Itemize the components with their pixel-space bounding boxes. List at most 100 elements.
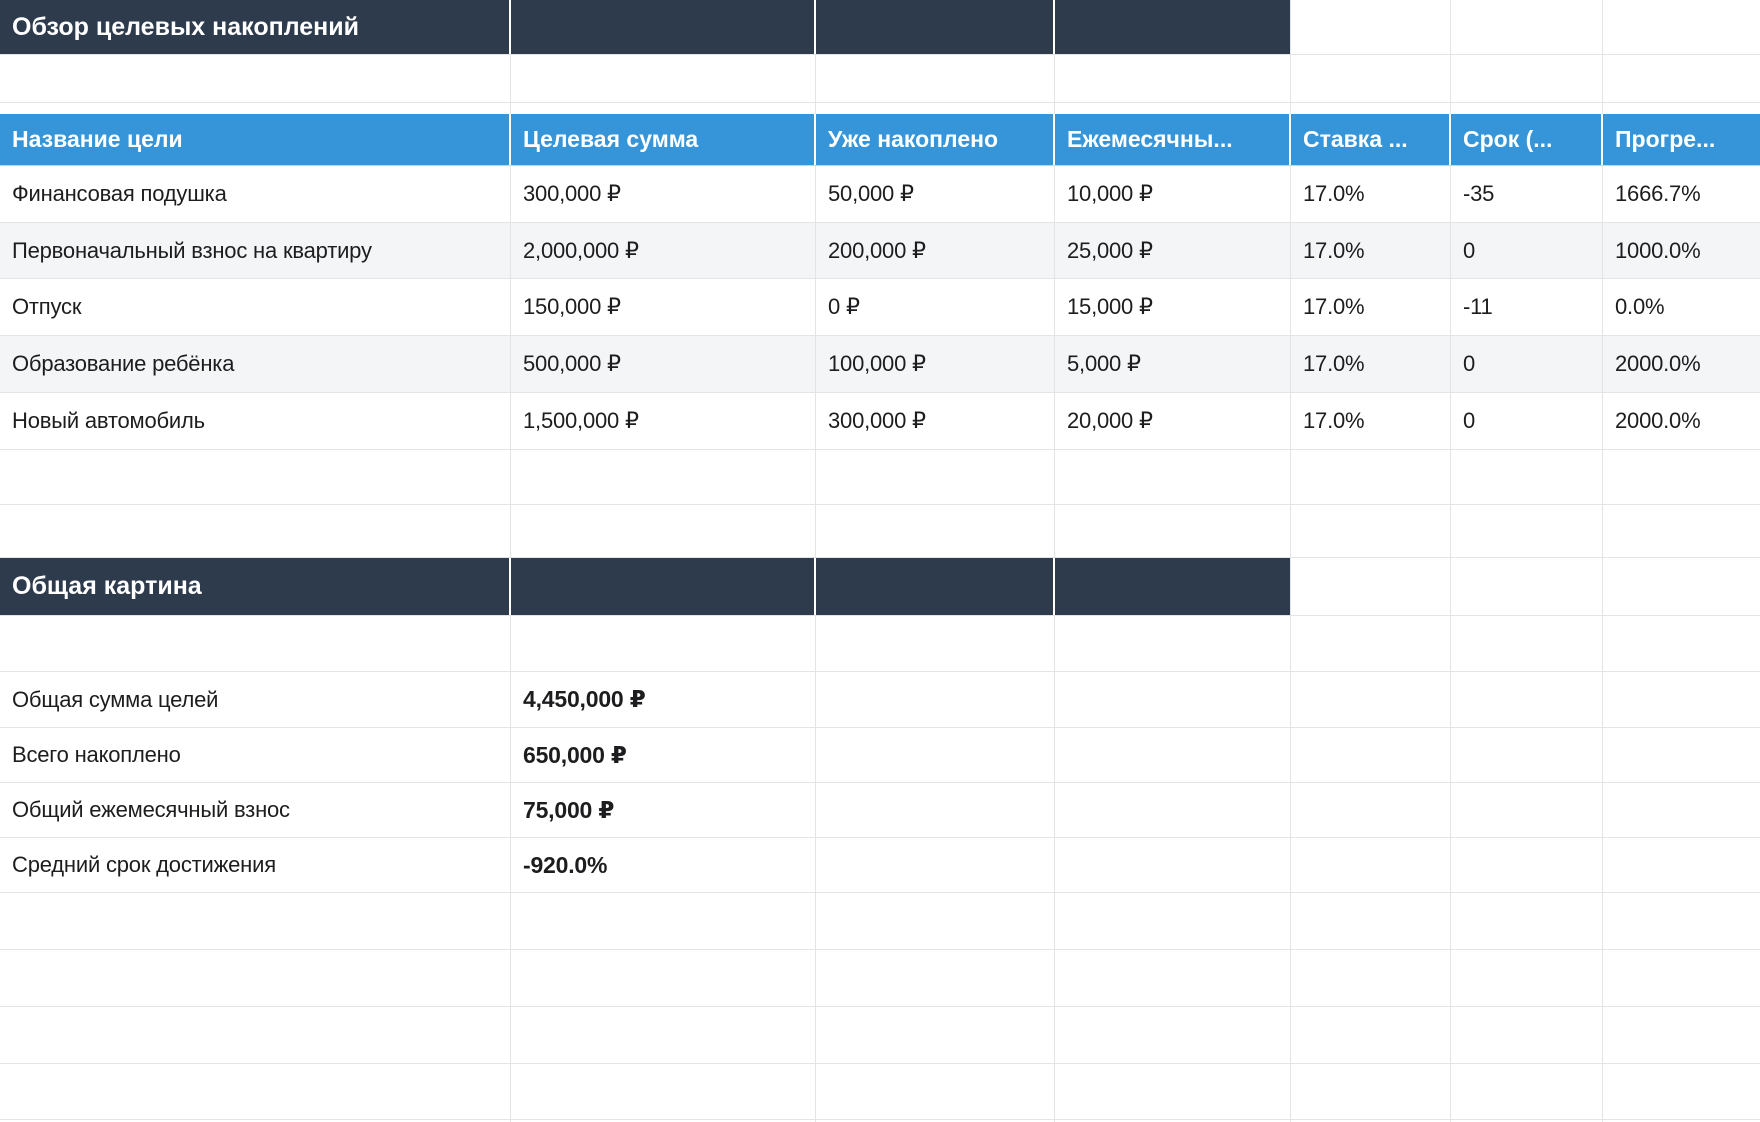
empty-cell[interactable]: [0, 893, 511, 949]
header-target-amount[interactable]: Целевая сумма: [511, 114, 816, 165]
empty-cell[interactable]: [1055, 1007, 1291, 1063]
empty-cell[interactable]: [0, 55, 511, 102]
empty-cell[interactable]: [1451, 783, 1603, 837]
term-cell[interactable]: -35: [1451, 166, 1603, 222]
saved-amount-cell[interactable]: 200,000 ₽: [816, 223, 1055, 278]
empty-cell[interactable]: [1451, 0, 1603, 54]
empty-cell[interactable]: [1291, 450, 1451, 504]
empty-cell[interactable]: [1451, 558, 1603, 615]
empty-cell[interactable]: [511, 450, 816, 504]
monthly-contribution-cell[interactable]: 15,000 ₽: [1055, 279, 1291, 335]
progress-cell[interactable]: 0.0%: [1615, 294, 1665, 319]
empty-cell[interactable]: [1603, 0, 1760, 54]
empty-cell[interactable]: [1291, 893, 1451, 949]
empty-cell[interactable]: [1603, 950, 1760, 1006]
empty-cell[interactable]: [1603, 893, 1760, 949]
empty-cell[interactable]: [816, 450, 1055, 504]
empty-cell[interactable]: [511, 893, 816, 949]
rate-cell[interactable]: 17.0%: [1291, 223, 1451, 278]
empty-cell[interactable]: [511, 55, 816, 102]
empty-cell[interactable]: [1055, 1064, 1291, 1119]
empty-cell[interactable]: [0, 1064, 511, 1119]
empty-cell[interactable]: [1603, 616, 1760, 671]
empty-cell[interactable]: [1451, 672, 1603, 727]
empty-cell[interactable]: [816, 728, 1055, 782]
empty-cell[interactable]: [1451, 616, 1603, 671]
rate-cell[interactable]: 17.0%: [1291, 336, 1451, 392]
empty-cell[interactable]: [816, 893, 1055, 949]
summary-value-total-monthly[interactable]: 75,000 ₽: [511, 783, 816, 837]
progress-cell[interactable]: 2000.0%: [1615, 408, 1701, 433]
term-cell[interactable]: -11: [1451, 279, 1603, 335]
section-title-big-picture[interactable]: Общая картина: [0, 558, 511, 615]
empty-cell[interactable]: [511, 616, 816, 671]
empty-cell[interactable]: [1451, 893, 1603, 949]
empty-cell[interactable]: [1451, 450, 1603, 504]
empty-cell[interactable]: [0, 950, 511, 1006]
empty-cell[interactable]: [1451, 1064, 1603, 1119]
saved-amount-cell[interactable]: 50,000 ₽: [816, 166, 1055, 222]
empty-cell[interactable]: [1451, 728, 1603, 782]
goal-name-cell[interactable]: Образование ребёнка: [0, 336, 511, 392]
monthly-contribution-cell[interactable]: 25,000 ₽: [1055, 223, 1291, 278]
summary-label-total-monthly[interactable]: Общий ежемесячный взнос: [0, 783, 511, 837]
section-header-cell[interactable]: [816, 0, 1055, 54]
empty-cell[interactable]: [1291, 728, 1451, 782]
empty-cell[interactable]: [1291, 505, 1451, 557]
empty-cell[interactable]: [1603, 505, 1760, 557]
empty-cell[interactable]: [511, 950, 816, 1006]
empty-cell[interactable]: [511, 505, 816, 557]
empty-cell[interactable]: [0, 1007, 511, 1063]
term-cell[interactable]: 0: [1451, 223, 1603, 278]
empty-cell[interactable]: [1603, 672, 1760, 727]
header-rate[interactable]: Ставка ...: [1291, 114, 1451, 165]
empty-cell[interactable]: [1451, 1007, 1603, 1063]
header-term[interactable]: Срок (...: [1451, 114, 1603, 165]
section-header-cell[interactable]: [1055, 558, 1291, 615]
section-header-cell[interactable]: [511, 558, 816, 615]
summary-value-average-term[interactable]: -920.0%: [511, 838, 816, 892]
monthly-contribution-cell[interactable]: 20,000 ₽: [1055, 393, 1291, 449]
empty-cell[interactable]: [1291, 672, 1451, 727]
empty-cell[interactable]: [1603, 783, 1760, 837]
empty-cell[interactable]: [1055, 838, 1291, 892]
summary-label-average-term[interactable]: Средний срок достижения: [0, 838, 511, 892]
empty-cell[interactable]: [1291, 0, 1451, 54]
empty-cell[interactable]: [1291, 616, 1451, 671]
summary-value-total-saved[interactable]: 650,000 ₽: [511, 728, 816, 782]
term-cell[interactable]: 0: [1451, 336, 1603, 392]
target-amount-cell[interactable]: 150,000 ₽: [511, 279, 816, 335]
summary-value-total-goals[interactable]: 4,450,000 ₽: [511, 672, 816, 727]
empty-cell[interactable]: [511, 1064, 816, 1119]
header-saved-amount[interactable]: Уже накоплено: [816, 114, 1055, 165]
section-header-cell[interactable]: [1055, 0, 1291, 54]
term-cell[interactable]: 0: [1451, 393, 1603, 449]
target-amount-cell[interactable]: 500,000 ₽: [511, 336, 816, 392]
empty-cell[interactable]: [1055, 672, 1291, 727]
section-header-cell[interactable]: [816, 558, 1055, 615]
saved-amount-cell[interactable]: 100,000 ₽: [816, 336, 1055, 392]
empty-cell[interactable]: [1603, 55, 1760, 102]
empty-cell[interactable]: [1055, 450, 1291, 504]
empty-cell[interactable]: [1603, 728, 1760, 782]
saved-amount-cell[interactable]: 300,000 ₽: [816, 393, 1055, 449]
empty-cell[interactable]: [816, 1007, 1055, 1063]
goal-name-cell[interactable]: Отпуск: [0, 279, 511, 335]
summary-label-total-saved[interactable]: Всего накоплено: [0, 728, 511, 782]
empty-cell[interactable]: [816, 838, 1055, 892]
empty-cell[interactable]: [1055, 783, 1291, 837]
target-amount-cell[interactable]: 2,000,000 ₽: [511, 223, 816, 278]
empty-cell[interactable]: [1603, 450, 1760, 504]
rate-cell[interactable]: 17.0%: [1291, 279, 1451, 335]
empty-cell[interactable]: [1451, 55, 1603, 102]
header-monthly-contribution[interactable]: Ежемесячны...: [1055, 114, 1291, 165]
progress-cell[interactable]: 1666.7%: [1615, 181, 1701, 206]
target-amount-cell[interactable]: 300,000 ₽: [511, 166, 816, 222]
rate-cell[interactable]: 17.0%: [1291, 166, 1451, 222]
empty-cell[interactable]: [1055, 728, 1291, 782]
header-progress[interactable]: Прогре...: [1603, 114, 1760, 165]
monthly-contribution-cell[interactable]: 10,000 ₽: [1055, 166, 1291, 222]
saved-amount-cell[interactable]: 0 ₽: [816, 279, 1055, 335]
empty-cell[interactable]: [1291, 783, 1451, 837]
summary-label-total-goals[interactable]: Общая сумма целей: [0, 672, 511, 727]
